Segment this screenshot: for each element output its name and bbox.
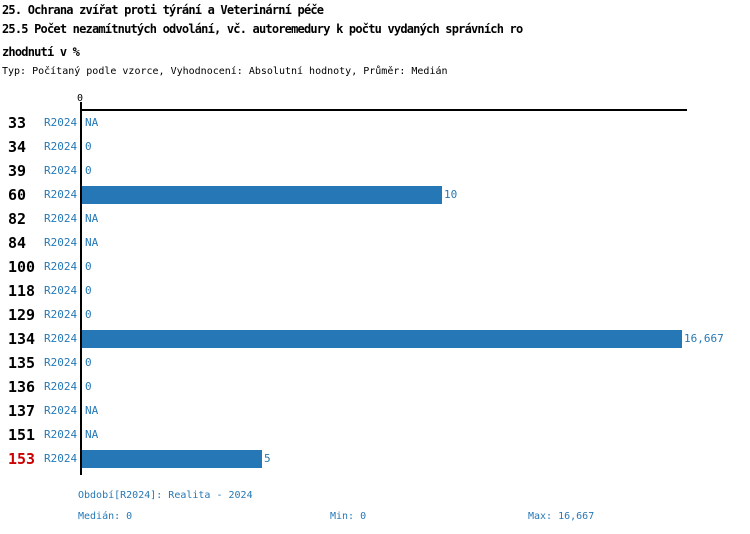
footer-median-label: Medián: 0: [78, 511, 133, 522]
row-id-label: 137: [8, 402, 36, 420]
row-period-label: R2024: [44, 332, 78, 345]
chart-title-line-3: zhodnutí v %: [2, 45, 80, 59]
y-axis-line: [80, 102, 82, 475]
row-id-label: 153: [8, 450, 36, 468]
chart-row: 136 R2024 0: [0, 375, 750, 399]
chart-title-line-2: 25.5 Počet nezamítnutých odvolání, vč. a…: [2, 22, 523, 36]
row-id-label: 60: [8, 186, 27, 204]
row-period-label: R2024: [44, 380, 78, 393]
row-period-label: R2024: [44, 236, 78, 249]
chart-row: 135 R2024 0: [0, 351, 750, 375]
bar: [82, 450, 262, 468]
bar: [82, 330, 682, 348]
row-id-label: 136: [8, 378, 36, 396]
row-value-label: 0: [85, 380, 92, 393]
row-value-label: 0: [85, 284, 92, 297]
chart-row: 137 R2024 NA: [0, 399, 750, 423]
row-id-label: 129: [8, 306, 36, 324]
row-period-label: R2024: [44, 308, 78, 321]
row-period-label: R2024: [44, 140, 78, 153]
chart-title-line-1: 25. Ochrana zvířat proti týrání a Veteri…: [2, 3, 324, 17]
row-value-label: NA: [85, 212, 99, 225]
row-id-label: 33: [8, 114, 27, 132]
row-value-label: NA: [85, 236, 99, 249]
chart-subtitle: Typ: Počítaný podle vzorce, Vyhodnocení:…: [2, 66, 448, 77]
row-period-label: R2024: [44, 164, 78, 177]
row-period-label: R2024: [44, 452, 78, 465]
row-period-label: R2024: [44, 260, 78, 273]
row-value-label: 0: [85, 164, 92, 177]
row-id-label: 82: [8, 210, 27, 228]
row-period-label: R2024: [44, 356, 78, 369]
chart-row: 100 R2024 0: [0, 255, 750, 279]
row-period-label: R2024: [44, 284, 78, 297]
row-value-label: 16,667: [684, 332, 724, 345]
chart-row: 84 R2024 NA: [0, 231, 750, 255]
chart-row: 33 R2024 NA: [0, 111, 750, 135]
x-axis-line: [80, 109, 687, 111]
row-period-label: R2024: [44, 116, 78, 129]
row-id-label: 118: [8, 282, 36, 300]
row-period-label: R2024: [44, 188, 78, 201]
footer-min-label: Min: 0: [330, 511, 367, 522]
row-id-label: 84: [8, 234, 27, 252]
chart-row: 153 R2024 5: [0, 447, 750, 471]
row-period-label: R2024: [44, 428, 78, 441]
row-value-label: 10: [444, 188, 458, 201]
row-value-label: NA: [85, 404, 99, 417]
chart-row: 118 R2024 0: [0, 279, 750, 303]
chart-row: 82 R2024 NA: [0, 207, 750, 231]
row-id-label: 151: [8, 426, 36, 444]
row-value-label: 0: [85, 308, 92, 321]
row-id-label: 100: [8, 258, 36, 276]
chart-row: 60 R2024 10: [0, 183, 750, 207]
x-axis-tick-label: 0: [76, 93, 84, 104]
row-value-label: NA: [85, 116, 99, 129]
chart-row: 129 R2024 0: [0, 303, 750, 327]
footer-period-label: Období[R2024]: Realita - 2024: [78, 490, 253, 501]
row-period-label: R2024: [44, 212, 78, 225]
row-period-label: R2024: [44, 404, 78, 417]
chart-row: 151 R2024 NA: [0, 423, 750, 447]
row-id-label: 39: [8, 162, 27, 180]
chart-row: 134 R2024 16,667: [0, 327, 750, 351]
chart-row: 39 R2024 0: [0, 159, 750, 183]
row-value-label: 0: [85, 356, 92, 369]
row-id-label: 34: [8, 138, 27, 156]
row-value-label: 0: [85, 140, 92, 153]
bar: [82, 186, 442, 204]
row-value-label: 5: [264, 452, 271, 465]
row-value-label: NA: [85, 428, 99, 441]
footer-max-label: Max: 16,667: [528, 511, 595, 522]
row-value-label: 0: [85, 260, 92, 273]
row-id-label: 135: [8, 354, 36, 372]
row-id-label: 134: [8, 330, 36, 348]
chart-row: 34 R2024 0: [0, 135, 750, 159]
